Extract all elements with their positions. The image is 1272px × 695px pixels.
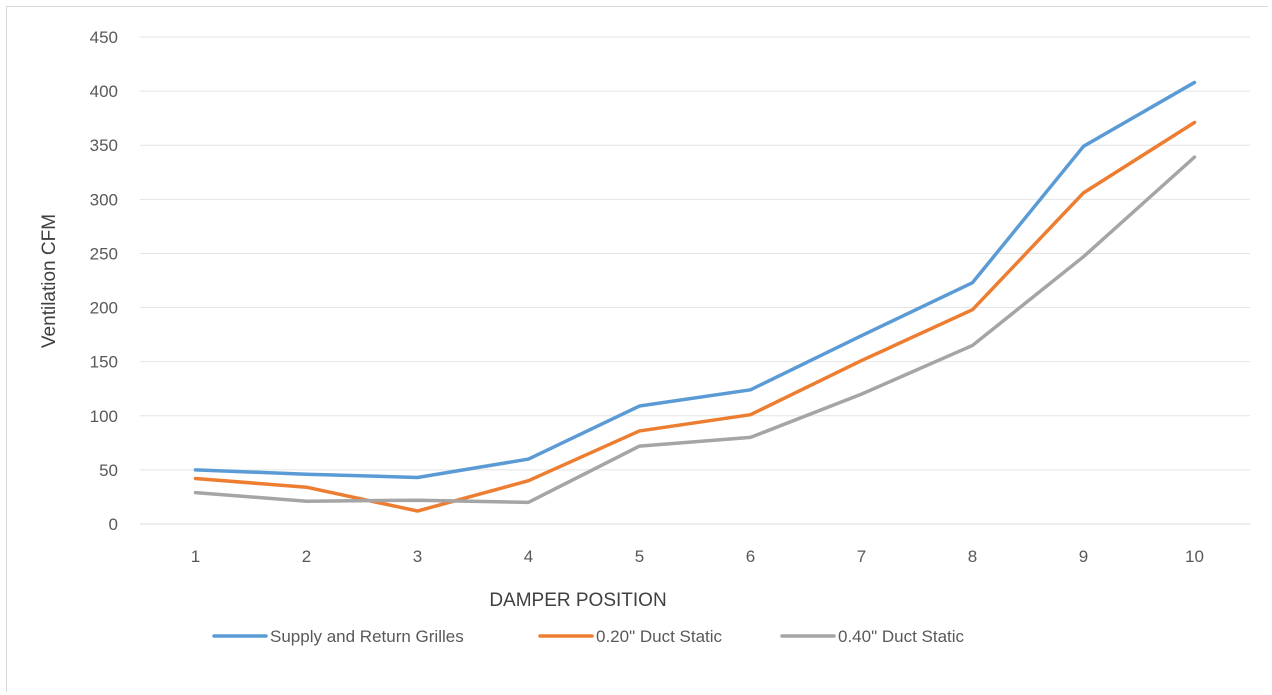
x-tick-label: 4 xyxy=(524,547,533,566)
y-tick-label: 50 xyxy=(99,461,118,480)
legend-label: 0.40" Duct Static xyxy=(838,627,965,646)
x-tick-label: 6 xyxy=(746,547,755,566)
legend-label: 0.20" Duct Static xyxy=(596,627,723,646)
y-tick-label: 200 xyxy=(90,299,118,318)
x-axis-ticks: 1 2 3 4 5 6 7 8 9 10 xyxy=(191,547,1204,566)
x-tick-label: 3 xyxy=(413,547,422,566)
x-tick-label: 9 xyxy=(1079,547,1088,566)
y-tick-label: 0 xyxy=(109,515,118,534)
y-tick-label: 400 xyxy=(90,82,118,101)
series-line-1 xyxy=(193,80,1197,480)
legend: Supply and Return Grilles 0.20" Duct Stat… xyxy=(212,627,965,646)
x-tick-label: 2 xyxy=(302,547,311,566)
y-tick-label: 100 xyxy=(90,407,118,426)
gridlines xyxy=(140,36,1250,525)
y-tick-label: 150 xyxy=(90,353,118,372)
series-lines xyxy=(193,80,1197,513)
x-tick-label: 7 xyxy=(857,547,866,566)
y-axis-ticks: 0 50 100 150 200 250 300 350 400 450 xyxy=(90,28,118,534)
x-axis-title: DAMPER POSITION xyxy=(489,590,666,611)
legend-label: Supply and Return Grilles xyxy=(270,627,464,646)
series-line-3 xyxy=(193,155,1197,505)
x-tick-label: 10 xyxy=(1185,547,1204,566)
chart-frame xyxy=(6,6,1268,692)
y-axis-title: Ventilation CFM xyxy=(39,214,60,348)
x-tick-label: 5 xyxy=(635,547,644,566)
y-tick-label: 350 xyxy=(90,136,118,155)
y-tick-label: 450 xyxy=(90,28,118,47)
x-tick-label: 8 xyxy=(968,547,977,566)
y-tick-label: 300 xyxy=(90,190,118,209)
series-line-2 xyxy=(193,120,1197,513)
y-tick-label: 250 xyxy=(90,244,118,263)
x-tick-label: 1 xyxy=(191,547,200,566)
